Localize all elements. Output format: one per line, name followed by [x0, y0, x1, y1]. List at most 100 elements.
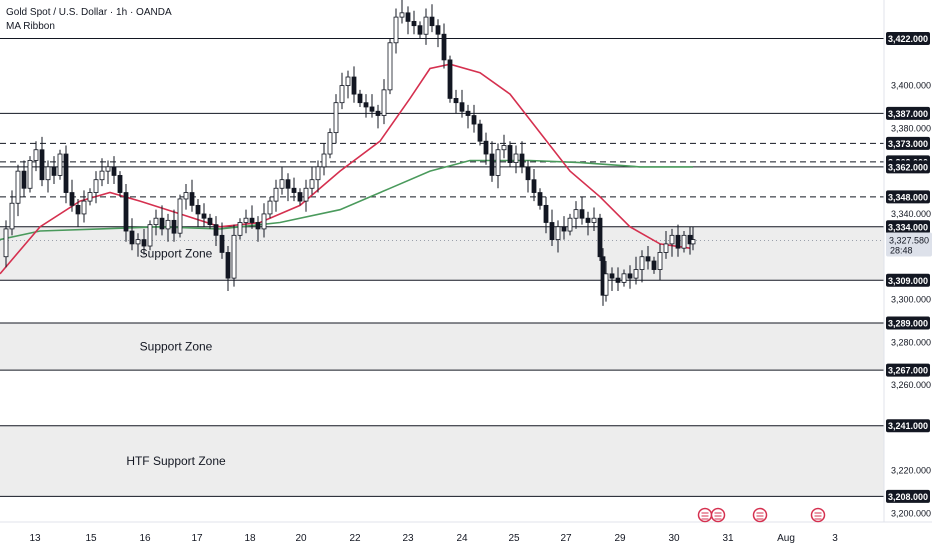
- candle-body: [135, 239, 141, 245]
- candle: [147, 220, 153, 251]
- event-marker-icon[interactable]: [697, 507, 713, 523]
- date-tick-label: 20: [295, 533, 307, 544]
- level-price-label: 3,362.000: [888, 162, 928, 172]
- candle-body: [411, 20, 417, 27]
- candle-body: [225, 252, 231, 279]
- price-tick-label: 3,380.000: [891, 123, 931, 133]
- candle-body: [255, 222, 261, 230]
- candle-body: [159, 217, 165, 230]
- candle: [243, 209, 249, 234]
- candle: [393, 8, 399, 54]
- candle: [663, 231, 669, 259]
- candle-body: [129, 230, 135, 245]
- date-tick-label: 17: [191, 533, 203, 544]
- date-tick-label: 18: [244, 533, 256, 544]
- candle: [171, 209, 177, 242]
- candle-body: [147, 224, 153, 247]
- candle-body: [69, 192, 75, 206]
- symbol-title[interactable]: Gold Spot / U.S. Dollar · 1h · OANDA: [6, 7, 172, 18]
- candle: [141, 228, 147, 255]
- candle: [381, 79, 387, 125]
- candle: [597, 213, 603, 261]
- candle: [375, 104, 381, 129]
- candle-body: [93, 179, 99, 193]
- candle-body: [117, 175, 123, 193]
- level-price-label-bg: [886, 136, 930, 150]
- candle: [117, 171, 123, 197]
- event-marker-icon[interactable]: [752, 507, 768, 523]
- candle-body: [165, 219, 171, 230]
- candle-body: [297, 192, 303, 202]
- ma-slow-line: [0, 159, 693, 241]
- candle: [603, 261, 609, 302]
- candle-body: [501, 145, 507, 151]
- candle-body: [15, 170, 21, 204]
- candle: [441, 23, 447, 69]
- candle: [627, 265, 633, 289]
- level-price-label: 3,267.000: [888, 366, 928, 376]
- price-tick-label: 3,400.000: [891, 81, 931, 91]
- candle-body: [195, 204, 201, 215]
- candle-body: [585, 217, 591, 223]
- candle: [513, 145, 519, 174]
- candle: [453, 89, 459, 114]
- candle: [51, 156, 57, 184]
- candle-body: [333, 102, 339, 134]
- candle-body: [597, 217, 603, 258]
- candle-body: [633, 269, 639, 279]
- zone-label-3: HTF Support Zone: [126, 454, 226, 468]
- indicator-name[interactable]: MA Ribbon: [6, 21, 55, 32]
- candle-body: [423, 16, 429, 35]
- support-zone-2: [0, 323, 884, 371]
- candle-body: [21, 170, 27, 189]
- candle: [207, 213, 213, 229]
- candle: [537, 188, 543, 210]
- candle: [177, 194, 183, 238]
- candle: [261, 203, 267, 238]
- level-price-label-bg: [886, 363, 930, 377]
- level-price-label: 3,373.000: [888, 139, 928, 149]
- candle-body: [519, 153, 525, 168]
- candle-body: [579, 209, 585, 219]
- date-tick-label: 22: [349, 533, 361, 544]
- candle-body: [345, 76, 351, 86]
- candle: [237, 218, 243, 240]
- candle: [447, 55, 453, 103]
- event-marker-icon[interactable]: [810, 507, 826, 523]
- candle: [549, 209, 555, 247]
- candle-body: [429, 16, 435, 27]
- event-marker-ring: [810, 507, 826, 523]
- date-tick-label: Aug: [777, 533, 795, 544]
- candle-body: [441, 33, 447, 61]
- candle: [201, 203, 207, 227]
- candle: [333, 94, 339, 144]
- candle: [159, 205, 165, 236]
- price-tick-label: 3,300.000: [891, 295, 931, 305]
- candle: [387, 38, 393, 95]
- candle-body: [549, 222, 555, 241]
- candle-body: [51, 166, 57, 176]
- level-price-label: 3,289.000: [888, 319, 928, 329]
- event-marker-ring: [752, 507, 768, 523]
- candle-body: [219, 234, 225, 253]
- candle-body: [489, 153, 495, 176]
- candle-body: [315, 166, 321, 181]
- event-marker-icon[interactable]: [710, 507, 726, 523]
- date-tick-label: 24: [456, 533, 468, 544]
- candle: [615, 267, 621, 291]
- candle: [489, 141, 495, 182]
- candle: [249, 205, 255, 229]
- candle: [189, 179, 195, 212]
- candle-body: [45, 166, 51, 181]
- candle: [465, 104, 471, 129]
- event-marker-ring: [697, 507, 713, 523]
- candle-body: [357, 93, 363, 104]
- level-price-label: 3,387.000: [888, 109, 928, 119]
- candle-body: [9, 202, 15, 230]
- candle-body: [243, 217, 249, 223]
- price-tick-label: 3,280.000: [891, 337, 931, 347]
- level-price-label: 3,348.000: [888, 192, 928, 202]
- candle: [621, 269, 627, 287]
